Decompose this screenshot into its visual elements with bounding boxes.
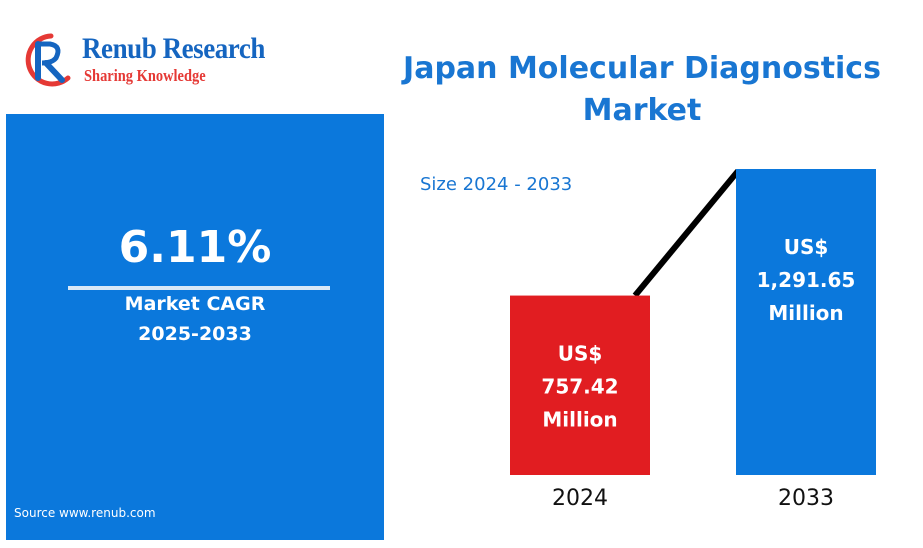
bar-2033-label-line-3: Million [768, 301, 843, 325]
cagr-panel: 6.11% Market CAGR 2025-2033 Source www.r… [6, 114, 384, 540]
x-tick-label-2033: 2033 [778, 486, 834, 511]
bar-2033-label-line-1: US$ [784, 235, 829, 259]
cagr-divider [68, 286, 330, 290]
chart-title: Japan Molecular Diagnostics Market [402, 48, 882, 132]
bar-2024-label-line-2: 757.42 [541, 374, 618, 398]
chart-title-line-2: Market [582, 93, 702, 128]
cagr-label: Market CAGR [124, 293, 266, 315]
chart-title-line-1: Japan Molecular Diagnostics [403, 51, 881, 86]
trend-line [632, 169, 741, 298]
bar-2024-label-line-1: US$ [558, 341, 603, 365]
renub-logo: Renub Research Sharing Knowledge [18, 30, 308, 90]
brand-name: Renub Research [82, 32, 265, 65]
source-text: Source www.renub.com [14, 506, 156, 520]
x-tick-label-2024: 2024 [552, 486, 608, 511]
renub-logo-icon [25, 33, 71, 87]
bar-2024-label-line-3: Million [542, 407, 617, 431]
brand-tagline: Sharing Knowledge [84, 66, 206, 85]
bar-2024 [510, 295, 650, 475]
bar-2033-label-line-2: 1,291.65 [757, 268, 856, 292]
bar-2033 [736, 169, 876, 475]
cagr-value: 6.11% [118, 222, 272, 273]
cagr-period: 2025-2033 [138, 323, 252, 345]
chart-subtitle: Size 2024 - 2033 [420, 174, 573, 195]
